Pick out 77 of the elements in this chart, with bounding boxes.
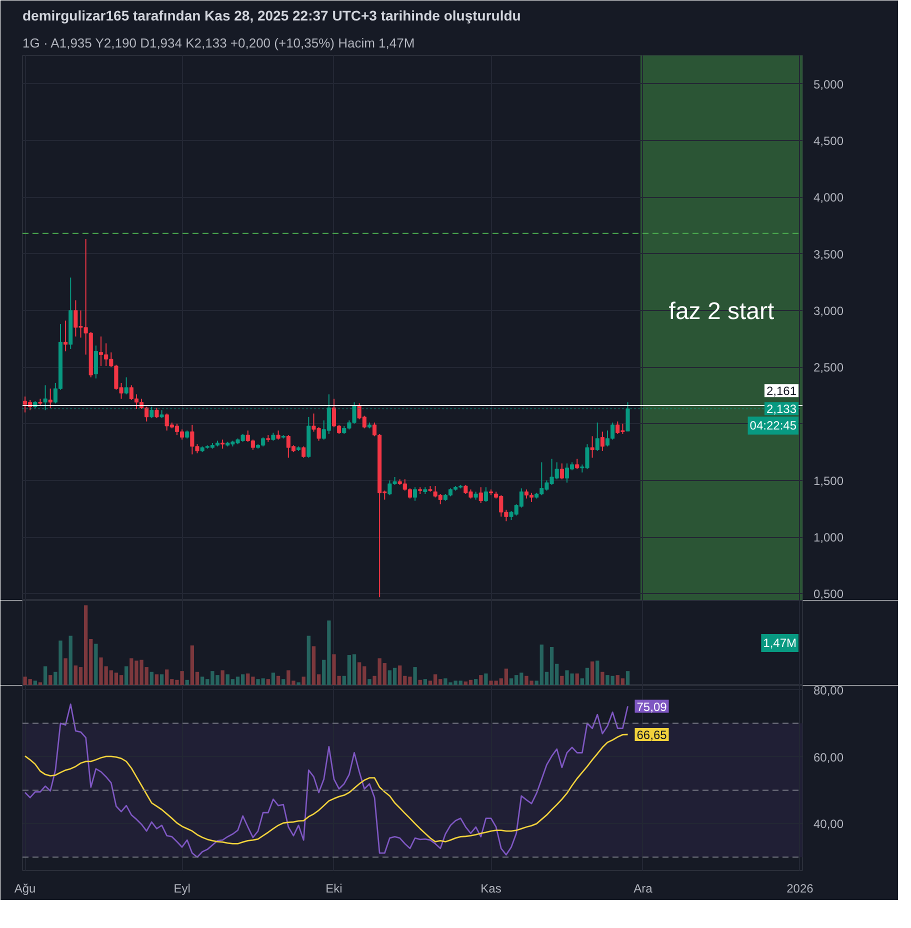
bar (296, 682, 300, 685)
bar (38, 682, 42, 685)
bar (68, 636, 72, 685)
bar (575, 673, 579, 685)
bar (94, 644, 98, 685)
bar (124, 666, 128, 685)
candlestick (94, 345, 98, 379)
x-tick-label: Eyl (174, 882, 190, 896)
bar (48, 675, 52, 685)
data-label: 75,09 (636, 700, 668, 714)
bar (266, 679, 270, 685)
candlestick (48, 388, 52, 408)
y-tick-label: 4,000 (814, 190, 844, 205)
data-label: 66,65 (636, 728, 668, 742)
y-tick-label: 80,00 (814, 684, 844, 698)
bar (596, 660, 600, 685)
y-tick-label: 60,00 (814, 750, 844, 764)
ref-line-label: 2,161 (766, 384, 797, 398)
y-tick-label: 3,500 (814, 247, 844, 262)
y-tick-label: 2,500 (814, 360, 844, 375)
bar (33, 680, 37, 685)
candlestick (575, 458, 580, 470)
y-tick-label: 5,000 (814, 77, 844, 92)
candlestick (590, 436, 594, 458)
candlestick (220, 439, 225, 450)
bar (43, 666, 48, 685)
x-tick-label: Ağu (14, 882, 36, 896)
candlestick (478, 486, 483, 504)
y-tick-label: 40,00 (814, 817, 844, 832)
x-tick-label: Eki (326, 882, 342, 896)
bar (423, 679, 427, 685)
candlestick (484, 486, 488, 502)
bar (306, 636, 310, 685)
candlestick (560, 462, 564, 480)
candlestick (595, 422, 600, 452)
y-tick-label: 3,000 (814, 304, 844, 318)
bar (368, 679, 372, 685)
candlestick (276, 430, 280, 440)
candlestick (154, 407, 159, 419)
bar (626, 671, 630, 685)
bar (302, 676, 306, 685)
bar (479, 675, 483, 685)
bar (271, 672, 276, 685)
annotation: 1,47M (763, 636, 797, 650)
bar (276, 676, 280, 685)
y-tick-label: 4,500 (814, 134, 844, 148)
candlestick (302, 446, 306, 458)
bar (474, 679, 478, 685)
candlestick (124, 376, 128, 395)
x-tick-label: Ara (634, 882, 653, 896)
bar (160, 674, 164, 685)
candlestick (413, 486, 418, 502)
bar (590, 661, 594, 685)
y-tick-label: 1,000 (814, 530, 844, 545)
line-series (24, 734, 628, 844)
y-tick-label: 1,500 (814, 474, 844, 488)
bar (282, 679, 286, 685)
bar (185, 680, 189, 685)
bar (413, 667, 417, 685)
line-series (24, 704, 628, 858)
x-tick-label: 2026 (786, 882, 814, 896)
candlestick (600, 431, 604, 452)
band-label: faz 2 start (668, 298, 774, 326)
candlestick (64, 320, 68, 352)
chart-subtitle: 1G · A1,935 Y2,190 D1,934 K2,133 +0,200 (+10,35%) Hacim 1,47M (22, 36, 415, 50)
bar (418, 680, 422, 685)
y-tick-label: 0,500 (814, 587, 844, 602)
x-tick-label: Kas (480, 882, 502, 896)
bar (484, 673, 488, 685)
bar (600, 672, 604, 685)
bar (150, 672, 154, 685)
chart-title: demirgulizar165 tarafından Kas 28, 2025 22:37 UTC+3 tarihinde oluşturuldu (22, 8, 521, 24)
bar (154, 674, 159, 685)
ref-line-label: 2,133 04:22:45 (750, 402, 797, 433)
bar (64, 658, 68, 685)
bar (220, 670, 224, 685)
bar (560, 676, 564, 685)
